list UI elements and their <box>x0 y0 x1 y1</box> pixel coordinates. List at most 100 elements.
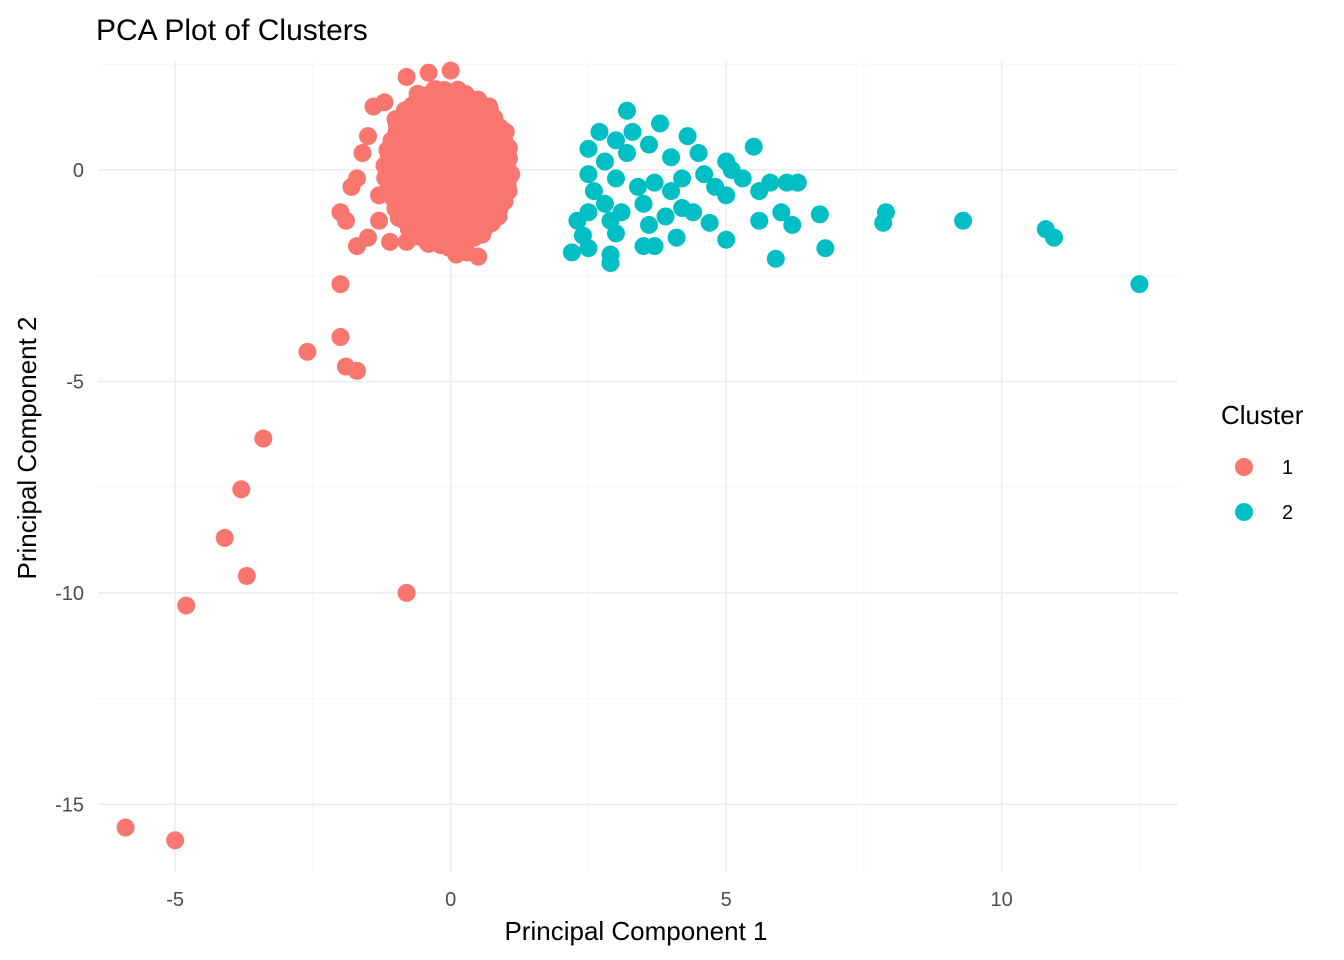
x-tick-label: 5 <box>721 889 732 911</box>
point-cluster-1 <box>381 232 400 251</box>
point-cluster-2 <box>595 194 614 213</box>
point-cluster-2 <box>579 165 598 184</box>
point-cluster-2 <box>568 211 587 230</box>
point-cluster-1 <box>347 361 366 380</box>
point-cluster-2 <box>717 186 736 205</box>
point-cluster-2 <box>772 203 791 222</box>
legend-title: Cluster <box>1221 400 1304 430</box>
point-cluster-1 <box>430 224 449 243</box>
point-cluster-2 <box>645 237 664 256</box>
point-cluster-1 <box>347 237 366 256</box>
legend: Cluster 1 2 <box>1221 400 1304 524</box>
point-cluster-2 <box>689 144 708 163</box>
point-cluster-2 <box>816 239 835 258</box>
point-cluster-1 <box>499 139 518 158</box>
point-cluster-2 <box>700 213 719 232</box>
point-cluster-1 <box>499 182 518 201</box>
point-cluster-2 <box>667 228 686 247</box>
point-cluster-2 <box>788 173 807 192</box>
point-cluster-2 <box>750 182 769 201</box>
point-cluster-1 <box>237 566 256 585</box>
point-cluster-1 <box>331 328 350 347</box>
point-cluster-2 <box>954 211 973 230</box>
x-axis-title: Principal Component 1 <box>504 916 767 946</box>
point-cluster-1 <box>378 140 397 159</box>
tick-labels: -5 0 5 10 0 -5 -10 -15 <box>55 160 1013 911</box>
point-cluster-2 <box>874 213 893 232</box>
legend-swatch-1 <box>1235 458 1253 476</box>
point-cluster-2 <box>662 182 681 201</box>
point-cluster-2 <box>810 205 829 224</box>
point-cluster-2 <box>606 224 625 243</box>
point-cluster-2 <box>1045 228 1064 247</box>
legend-label-2: 2 <box>1282 502 1293 524</box>
point-cluster-1 <box>254 429 273 448</box>
point-cluster-2 <box>629 177 647 196</box>
point-cluster-1 <box>359 127 377 146</box>
y-tick-label: -10 <box>55 583 84 605</box>
x-tick-label: 0 <box>445 889 456 911</box>
y-tick-label: -15 <box>55 794 84 816</box>
y-tick-label: 0 <box>73 160 84 182</box>
point-cluster-2 <box>579 139 598 158</box>
point-cluster-2 <box>744 137 763 156</box>
point-cluster-1 <box>370 186 389 205</box>
point-cluster-1 <box>496 122 515 141</box>
point-cluster-1 <box>375 156 394 175</box>
chart-title: PCA Plot of Clusters <box>96 14 368 47</box>
point-cluster-1 <box>177 596 196 615</box>
point-cluster-1 <box>215 528 234 547</box>
point-cluster-1 <box>166 831 185 850</box>
point-cluster-1 <box>469 247 488 266</box>
point-cluster-1 <box>463 211 482 230</box>
point-cluster-1 <box>419 63 438 82</box>
point-cluster-1 <box>491 194 510 213</box>
point-cluster-2 <box>595 152 614 171</box>
point-cluster-1 <box>474 110 493 129</box>
point-cluster-2 <box>606 131 625 150</box>
y-tick-label: -5 <box>66 371 84 393</box>
point-cluster-2 <box>606 169 625 188</box>
data-points <box>116 61 1149 850</box>
point-cluster-2 <box>617 101 636 120</box>
point-cluster-1 <box>502 165 521 184</box>
point-cluster-2 <box>640 135 659 154</box>
point-cluster-2 <box>662 148 681 167</box>
point-cluster-1 <box>386 110 405 129</box>
point-cluster-1 <box>336 211 355 230</box>
point-cluster-2 <box>601 254 620 272</box>
point-cluster-2 <box>673 169 692 188</box>
legend-label-1: 1 <box>1282 457 1293 479</box>
x-tick-label: -5 <box>166 889 184 911</box>
point-cluster-1 <box>397 232 416 251</box>
point-cluster-1 <box>408 84 427 103</box>
point-cluster-2 <box>733 169 752 188</box>
point-cluster-1 <box>425 152 444 171</box>
point-cluster-1 <box>469 148 488 167</box>
point-cluster-2 <box>695 165 714 184</box>
point-cluster-2 <box>684 203 703 222</box>
point-cluster-2 <box>590 122 609 141</box>
point-cluster-2 <box>645 173 664 192</box>
point-cluster-1 <box>441 61 460 80</box>
point-cluster-1 <box>353 144 372 163</box>
point-cluster-1 <box>116 818 135 837</box>
point-cluster-1 <box>474 173 493 192</box>
point-cluster-1 <box>397 583 416 602</box>
point-cluster-1 <box>452 122 471 141</box>
point-cluster-2 <box>766 249 785 268</box>
point-cluster-2 <box>750 211 769 230</box>
point-cluster-2 <box>617 144 636 163</box>
point-cluster-2 <box>1130 275 1149 294</box>
point-cluster-1 <box>452 194 471 213</box>
point-cluster-1 <box>425 80 444 99</box>
point-cluster-1 <box>485 135 504 154</box>
x-tick-label: 10 <box>991 889 1013 911</box>
point-cluster-1 <box>419 177 438 196</box>
point-cluster-1 <box>448 80 467 99</box>
point-cluster-1 <box>331 275 350 294</box>
point-cluster-1 <box>397 67 416 86</box>
point-cluster-2 <box>562 243 581 262</box>
point-cluster-1 <box>408 199 427 218</box>
point-cluster-2 <box>584 182 603 201</box>
